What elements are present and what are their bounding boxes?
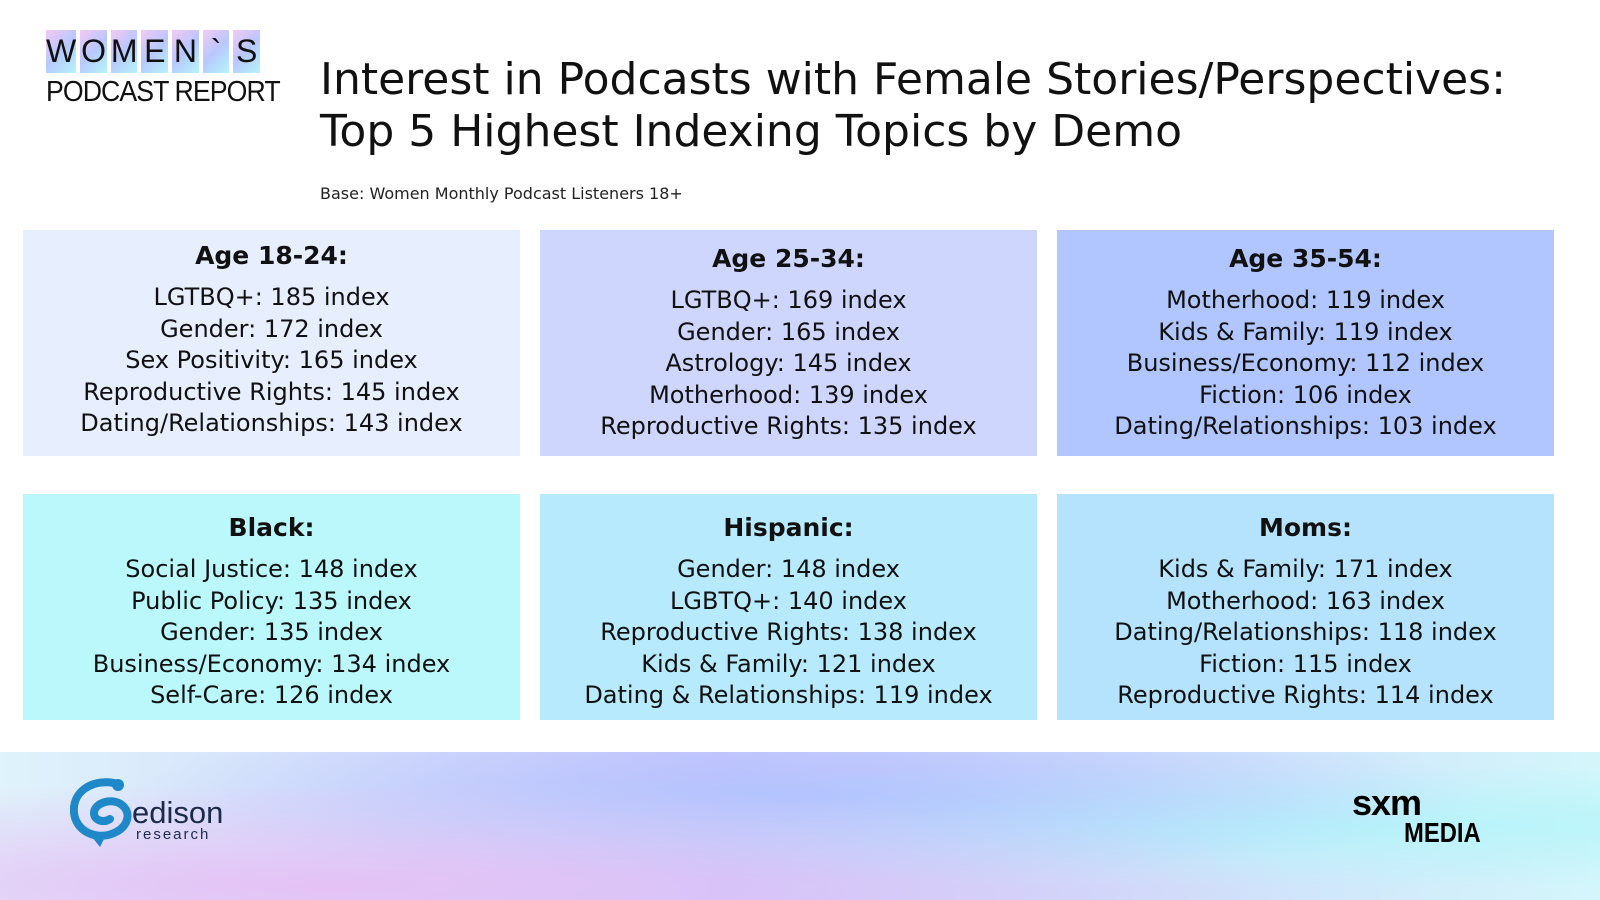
box-item: Motherhood: 163 index [1166, 586, 1445, 615]
edison-subtitle: research [136, 826, 211, 843]
box-item: Kids & Family: 119 index [1158, 317, 1453, 346]
logo-letter: S [233, 30, 260, 73]
edison-wordmark: edison [132, 795, 224, 830]
box-item: Dating/Relationships: 143 index [80, 409, 463, 437]
base-note: Base: Women Monthly Podcast Listeners 18… [320, 184, 683, 203]
box-item: Dating/Relationships: 103 index [1114, 412, 1497, 440]
logo-letters: W O M E N ` S [46, 30, 260, 73]
logo-subtitle: PODCAST REPORT [46, 76, 281, 108]
box-item: Astrology: 145 index [665, 349, 912, 377]
box-item: LGTBQ+: 169 index [670, 286, 907, 314]
logo-letter: O [80, 30, 107, 73]
logo-letter: W [46, 30, 77, 73]
box-title: Moms: [1259, 513, 1352, 542]
demo-box-age-35-54: Age 35-54: Motherhood: 119 index Kids & … [1057, 230, 1554, 456]
box-item: Dating & Relationships: 119 index [584, 681, 993, 709]
demo-box-age-25-34: Age 25-34: LGTBQ+: 169 index Gender: 165… [540, 230, 1037, 456]
logo-letter: M [110, 30, 138, 73]
logo-letter: N [172, 30, 199, 73]
box-item: Gender: 165 index [677, 317, 900, 346]
box-title: Age 18-24: [195, 241, 348, 270]
box-item: Sex Positivity: 165 index [125, 346, 418, 374]
media-wordmark: MEDIA [1404, 817, 1481, 848]
box-title: Black: [228, 513, 315, 542]
box-item: Gender: 148 index [677, 555, 900, 583]
box-title: Hispanic: [723, 513, 854, 542]
box-item: Reproductive Rights: 145 index [83, 377, 460, 406]
box-item: Business/Economy: 112 index [1126, 349, 1485, 377]
box-item: Gender: 172 index [160, 314, 383, 343]
edison-swirl-icon [69, 778, 132, 847]
box-item: Dating/Relationships: 118 index [1114, 618, 1497, 646]
box-item: Kids & Family: 121 index [641, 649, 936, 678]
box-item: Reproductive Rights: 138 index [600, 618, 977, 646]
box-item: Gender: 135 index [160, 618, 383, 646]
demo-box-moms: Moms: Kids & Family: 171 index Motherhoo… [1057, 494, 1554, 720]
edison-research-logo: edison research [69, 775, 240, 850]
demo-box-age-18-24: Age 18-24: LGTBQ+: 185 index Gender: 172… [23, 230, 520, 456]
box-item: LGTBQ+: 185 index [153, 283, 390, 311]
logo-letter: E [141, 30, 169, 73]
box-item: Business/Economy: 134 index [92, 649, 451, 678]
logo-letter: ` [202, 30, 230, 73]
demo-box-hispanic: Hispanic: Gender: 148 index LGBTQ+: 140 … [540, 494, 1037, 720]
title-line-1: Interest in Podcasts with Female Stories… [320, 54, 1506, 105]
box-item: Social Justice: 148 index [125, 555, 418, 583]
womens-podcast-report-logo: W O M E N ` S PODCAST REPORT [46, 30, 281, 109]
box-title: Age 35-54: [1229, 244, 1382, 273]
box-item: Fiction: 106 index [1199, 380, 1412, 409]
sxm-wordmark: sxm [1352, 782, 1422, 823]
box-item: Fiction: 115 index [1199, 649, 1412, 678]
box-item: Motherhood: 139 index [649, 380, 928, 409]
box-title: Age 25-34: [712, 244, 865, 273]
demo-box-black: Black: Social Justice: 148 index Public … [23, 494, 520, 720]
title-line-2: Top 5 Highest Indexing Topics by Demo [320, 106, 1182, 157]
box-item: Self-Care: 126 index [150, 681, 393, 709]
box-item: Kids & Family: 171 index [1158, 555, 1453, 583]
footer-band [0, 752, 1600, 900]
sxm-media-logo: sxm MEDIA [1352, 782, 1492, 852]
page-title: Interest in Podcasts with Female Stories… [320, 54, 1580, 158]
box-item: LGBTQ+: 140 index [670, 586, 907, 615]
box-item: Reproductive Rights: 135 index [600, 412, 977, 440]
box-item: Motherhood: 119 index [1166, 286, 1445, 314]
box-item: Reproductive Rights: 114 index [1117, 681, 1494, 709]
box-item: Public Policy: 135 index [131, 586, 412, 615]
